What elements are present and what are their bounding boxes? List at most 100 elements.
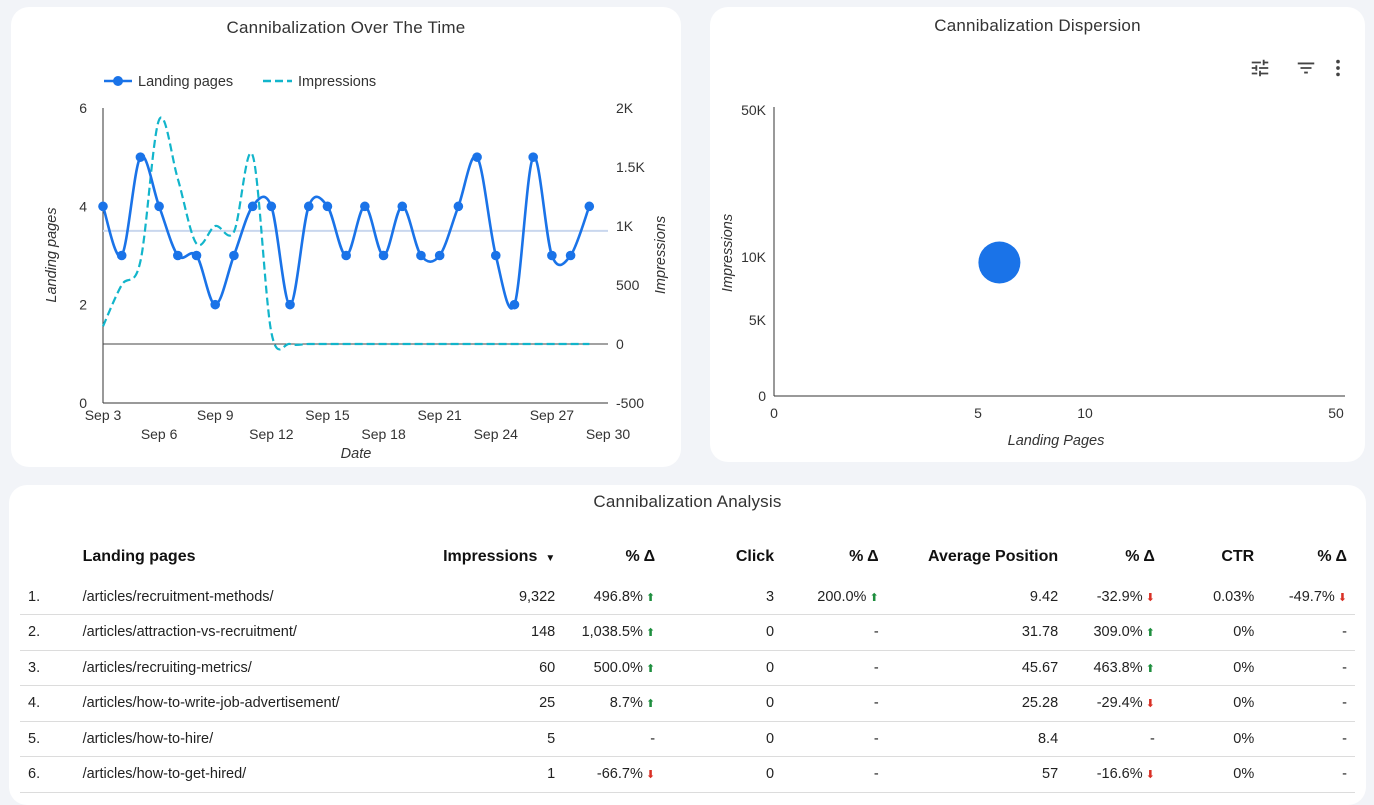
- filter-icon[interactable]: [1295, 57, 1317, 79]
- dispersion-chart-title: Cannibalization Dispersion: [934, 16, 1141, 35]
- landing-pages-point: [116, 250, 127, 261]
- landing-pages-point: [135, 152, 146, 162]
- x-tick-label: Sep 9: [197, 407, 234, 423]
- click-cell: 0: [663, 614, 783, 651]
- landing-page-cell-value: /articles/recruiting-metrics/: [82, 659, 252, 676]
- ctr-delta-cell-value: -: [1342, 730, 1347, 747]
- impressions-cell: 5: [403, 721, 564, 757]
- impressions-delta-cell: -66.7% ⬇: [563, 756, 664, 793]
- row-index-value: 5.: [28, 730, 41, 747]
- time-chart: Landing pages Impressions 0 2 4 6 -500 0 500 1K 1.…: [44, 74, 669, 462]
- col-header-position-delta[interactable]: % Δ: [1125, 548, 1155, 565]
- arrow-down-icon: ⬇: [1145, 769, 1155, 782]
- col-header-impressions-delta[interactable]: % Δ: [625, 548, 656, 565]
- position-delta-cell: 463.8% ⬆: [1066, 650, 1163, 686]
- x-tick-label: Sep 3: [85, 407, 122, 423]
- col-header-click-delta[interactable]: % Δ: [849, 548, 879, 565]
- table-row[interactable]: 3./articles/recruiting-metrics/60 500.0% ⬆…: [20, 650, 1355, 686]
- scatter-x-tick-label: 5: [974, 405, 982, 421]
- landing-pages-point: [191, 250, 202, 261]
- x-tick-label: Sep 12: [249, 426, 294, 442]
- row-index-value: 6.: [28, 766, 41, 783]
- scatter-x-tick-label: 10: [1077, 405, 1093, 421]
- arrow-down-icon: ⬇: [1145, 591, 1155, 604]
- ctr-cell-value: 0%: [1233, 730, 1255, 747]
- position-delta-cell-value: 463.8%: [1093, 659, 1143, 676]
- col-header-ctr-delta[interactable]: % Δ: [1317, 548, 1347, 565]
- right-y-axis-label: Impressions: [653, 216, 669, 294]
- impressions-cell-value: 60: [539, 659, 556, 676]
- col-header-ctr[interactable]: CTR: [1221, 548, 1255, 565]
- scatter-x-tick-label: 50: [1328, 405, 1344, 421]
- position-cell-value: 25.28: [1021, 695, 1059, 712]
- arrow-up-icon: ⬆: [645, 627, 656, 640]
- analysis-table-title: Cannibalization Analysis: [593, 492, 782, 511]
- click-cell-value: 0: [766, 624, 775, 641]
- click-cell: 0: [663, 756, 783, 793]
- click-cell-value: 0: [766, 659, 775, 676]
- landing-pages-point: [266, 201, 277, 212]
- landing-pages-point: [322, 201, 333, 212]
- arrow-up-icon: ⬆: [869, 591, 879, 604]
- position-cell-value: 45.67: [1021, 659, 1059, 676]
- impressions-series-line: [101, 116, 590, 351]
- x-tick-label: Sep 18: [361, 426, 406, 442]
- row-index-value: 2.: [28, 624, 41, 641]
- landing-pages-point: [341, 250, 351, 261]
- click-cell-value: 3: [766, 588, 775, 605]
- row-index-value: 1.: [28, 588, 41, 605]
- col-header-impressions[interactable]: Impressions ▼: [404, 535, 564, 579]
- landing-page-cell-value: /articles/attraction-vs-recruitment/: [82, 624, 297, 641]
- ctr-cell: 0%: [1162, 685, 1263, 722]
- position-cell: 57: [886, 756, 1067, 793]
- landing-pages-point: [472, 152, 482, 162]
- row-index: 3.: [20, 650, 75, 686]
- position-cell-value: 8.4: [1037, 730, 1059, 747]
- landing-pages-point: [397, 201, 408, 212]
- table-row[interactable]: 1. /articles/recruitment-methods/9,322 496…: [20, 579, 1355, 615]
- landing-pages-point: [229, 250, 239, 261]
- impressions-cell: 1: [403, 756, 564, 793]
- impressions-delta-cell: 8.7% ⬆: [563, 685, 664, 722]
- ctr-delta-cell: -: [1262, 685, 1355, 722]
- row-index: 2.: [20, 614, 75, 651]
- landing-pages-point: [173, 250, 183, 261]
- landing-pages-point: [98, 201, 108, 212]
- click-cell-value: 0: [766, 766, 775, 783]
- ctr-cell-value: 0%: [1233, 624, 1255, 641]
- sort-desc-icon[interactable]: ▼: [545, 553, 556, 564]
- position-delta-cell-value: -16.6%: [1096, 766, 1143, 783]
- ctr-delta-cell: -: [1262, 756, 1355, 793]
- ctr-delta-cell: -49.7% ⬇: [1262, 579, 1355, 615]
- col-header-click[interactable]: Click: [735, 548, 775, 565]
- row-index: 4.: [20, 685, 75, 722]
- row-index-value: 3.: [28, 659, 41, 676]
- table-row[interactable]: 6./articles/how-to-get-hired/1 -66.7% ⬇ 0-5…: [20, 756, 1355, 793]
- impressions-cell-value: 9,322: [518, 588, 556, 605]
- position-delta-cell: -29.4% ⬇: [1066, 685, 1163, 722]
- dispersion-chart-card: Cannibalization Dispersion 0 5K 10K 50K 0 5 10…: [710, 7, 1365, 462]
- x-tick-label: Sep 15: [305, 407, 350, 423]
- table-row[interactable]: 2. /articles/attraction-vs-recruitment/14…: [20, 614, 1355, 651]
- col-header-average-position[interactable]: Average Position: [928, 548, 1059, 565]
- table-row[interactable]: 4. /articles/how-to-write-job-advertiseme…: [20, 685, 1355, 722]
- impressions-delta-cell: 1,038.5% ⬆: [563, 614, 664, 651]
- position-delta-cell-value: -32.9%: [1096, 588, 1143, 605]
- landing-page-cell: /articles/attraction-vs-recruitment/: [74, 614, 404, 651]
- click-delta-cell-value: -: [873, 730, 879, 747]
- ctr-delta-cell-value: -: [1342, 659, 1347, 676]
- table-row[interactable]: 5. /articles/how-to-hire/5 - 0 - 8.4 - 0% -: [20, 721, 1355, 757]
- col-header-landing-pages[interactable]: Landing pages: [82, 548, 196, 565]
- x-tick-label: Sep 21: [417, 407, 462, 423]
- more-vert-icon[interactable]: [1327, 57, 1349, 79]
- legend-impressions-label: Impressions: [298, 74, 376, 90]
- right-y-tick-label: 2K: [616, 100, 634, 116]
- scatter-y-tick-label: 50K: [741, 102, 767, 118]
- landing-page-cell-value: /articles/recruitment-methods/: [82, 588, 274, 605]
- ctr-delta-cell: -: [1262, 614, 1355, 651]
- landing-pages-point: [154, 201, 164, 212]
- impressions-cell: 9,322: [403, 579, 564, 615]
- tune-icon[interactable]: [1249, 57, 1271, 79]
- left-y-axis-label: Landing pages: [44, 207, 60, 302]
- impressions-delta-cell-value: 1,038.5%: [581, 624, 643, 641]
